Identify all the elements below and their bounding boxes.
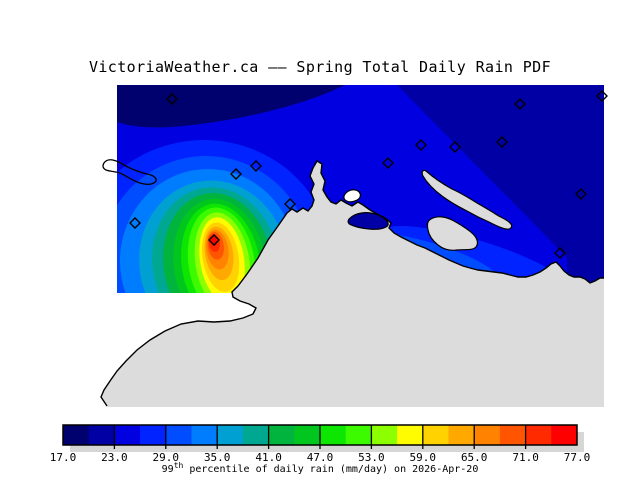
colorbar-tick-label: 71.0 (512, 451, 539, 464)
station-diamond-marker (208, 234, 220, 246)
colorbar-segment (551, 425, 578, 445)
colorbar-tick-label: 77.0 (564, 451, 591, 464)
colorbar-segment (294, 425, 321, 445)
station-diamond-marker (284, 198, 296, 210)
caption-number: 99 (162, 464, 174, 475)
colorbar-segment (448, 425, 475, 445)
station-diamond-marker (496, 136, 508, 148)
station-diamond-marker (596, 90, 608, 102)
colorbar-segment (320, 425, 347, 445)
colorbar-segment (242, 425, 270, 445)
colorbar-segment (217, 425, 244, 445)
station-diamond-marker (575, 188, 587, 200)
station-diamond-marker (554, 247, 566, 259)
colorbar-segment (268, 425, 295, 445)
caption-superscript: th (174, 461, 184, 470)
island-blob (426, 216, 479, 251)
colorbar-segment (191, 425, 218, 445)
colorbar-segment (397, 425, 424, 445)
chart-title: VictoriaWeather.ca —— Spring Total Daily… (89, 58, 551, 76)
colorbar-segment (371, 425, 398, 445)
colorbar-tick-label: 65.0 (461, 451, 488, 464)
colorbar-segment (345, 425, 372, 445)
colorbar-segments (63, 425, 578, 445)
colorbar-segment (474, 425, 501, 445)
station-diamond-marker (166, 93, 178, 105)
colorbar-segment (525, 425, 552, 445)
contour-field (117, 85, 604, 293)
colorbar-segment (499, 425, 527, 445)
colorbar-segment (165, 425, 192, 445)
colorbar-tick-labels: 17.0 23.0 29.0 35.0 41.0 47.0 53.0 59.0 65.0 71.0… (50, 451, 591, 464)
colorbar-tick-label: 41.0 (255, 451, 282, 464)
islet-outline (102, 159, 157, 185)
coastline-mainland (100, 160, 604, 407)
hotspot-rings (139, 180, 288, 293)
station-diamond-marker (415, 139, 427, 151)
colorbar-tick-label: 47.0 (307, 451, 334, 464)
station-diamond-marker (230, 168, 242, 180)
land-mainland (101, 161, 604, 407)
station-diamond-marker (129, 217, 141, 229)
lagoon (347, 212, 389, 230)
station-markers (129, 90, 608, 259)
station-diamond-marker (449, 141, 461, 153)
station-diamond-marker (250, 160, 262, 172)
colorbar-tick-label: 35.0 (204, 451, 231, 464)
caption-rest: percentile of daily rain (mm/day) on 202… (183, 464, 478, 475)
colorbar-tick-label: 23.0 (101, 451, 128, 464)
colorbar-segment (63, 425, 90, 445)
colorbar-segment (140, 425, 167, 445)
colorbar-caption: 99th percentile of daily rain (mm/day) o… (162, 461, 479, 475)
colorbar-border (62, 424, 578, 446)
harbour-inlet (343, 189, 361, 203)
station-diamond-marker (382, 157, 394, 169)
island-chain (421, 169, 513, 230)
colorbar-segment (88, 425, 115, 445)
colorbar-tick-label: 53.0 (358, 451, 385, 464)
colorbar: 17.0 23.0 29.0 35.0 41.0 47.0 53.0 59.0 65.0 71.0… (50, 424, 591, 475)
colorbar-segment (422, 425, 449, 445)
station-diamond-marker (514, 98, 526, 110)
colorbar-tick-label: 29.0 (153, 451, 180, 464)
colorbar-tick-label: 17.0 (50, 451, 77, 464)
colorbar-segment (114, 425, 141, 445)
colorbar-tick-label: 59.0 (410, 451, 437, 464)
